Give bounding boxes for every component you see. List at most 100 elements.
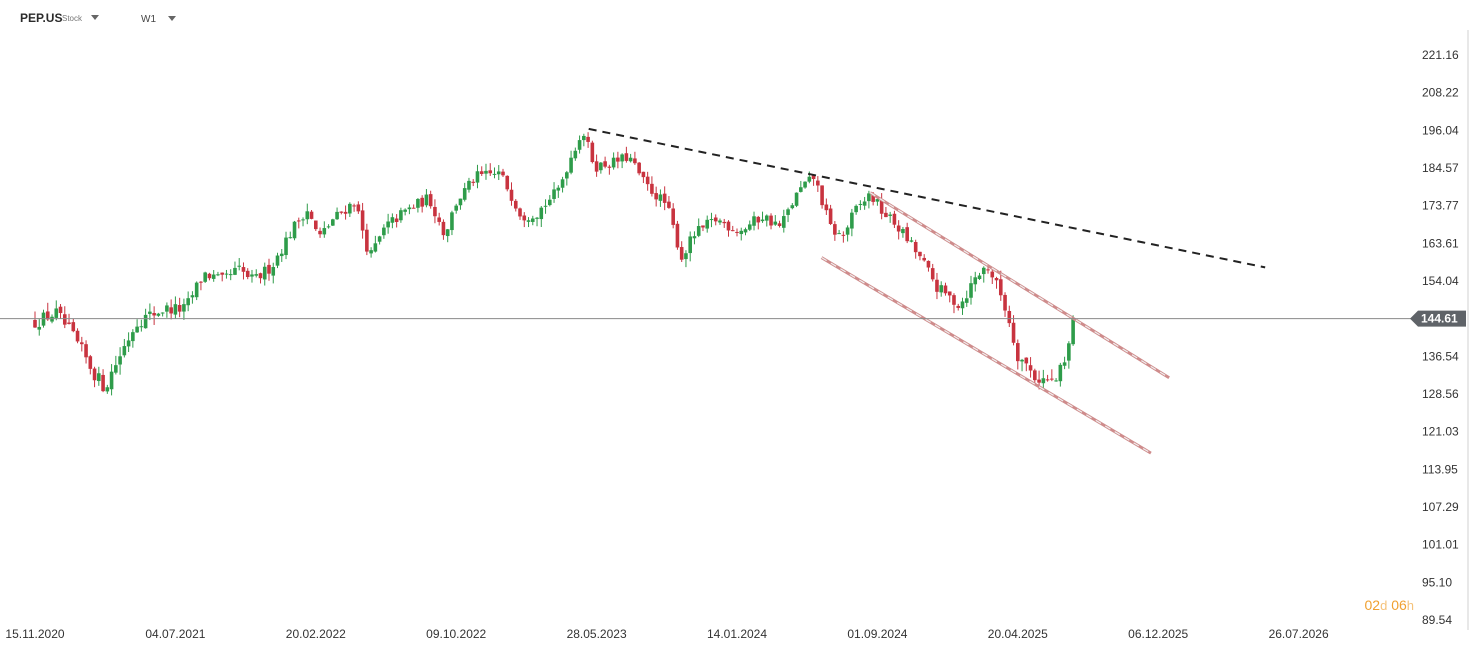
candle-body xyxy=(688,236,692,254)
candle xyxy=(211,269,216,282)
timeframe-dropdown-chevron-down-icon[interactable] xyxy=(168,16,176,21)
candle xyxy=(582,133,586,147)
candle-body xyxy=(526,220,531,222)
candle xyxy=(458,198,463,210)
candle-body xyxy=(314,220,318,230)
candle-body xyxy=(624,153,629,161)
candle xyxy=(556,185,561,198)
candle-body xyxy=(424,194,429,206)
candle-body xyxy=(679,247,684,260)
candle xyxy=(1071,315,1075,346)
candle xyxy=(535,216,539,227)
candle-body xyxy=(233,267,237,275)
candle xyxy=(237,258,242,271)
candle-body xyxy=(267,264,271,274)
candle-body xyxy=(726,221,731,231)
candle-body xyxy=(148,311,152,314)
candle-body xyxy=(675,223,680,248)
candle-body xyxy=(713,217,718,222)
candle xyxy=(199,281,203,291)
candle xyxy=(543,199,548,214)
candle-body xyxy=(271,267,276,276)
candle xyxy=(254,269,259,278)
countdown-hours: 06 xyxy=(1391,597,1407,613)
candle xyxy=(126,332,131,352)
candle xyxy=(484,163,488,180)
candle xyxy=(624,146,629,163)
candle xyxy=(947,291,952,303)
candle-body xyxy=(237,265,242,267)
candle-body xyxy=(275,255,280,266)
candle-body xyxy=(620,154,624,162)
candle xyxy=(599,161,603,174)
candle-body xyxy=(824,204,829,211)
candle xyxy=(348,202,352,217)
candle-body xyxy=(794,192,799,206)
candles-layer xyxy=(33,132,1075,396)
candle-body xyxy=(548,199,552,206)
candle-body xyxy=(288,237,293,239)
x-tick-label: 20.02.2022 xyxy=(286,627,346,641)
candle-body xyxy=(611,157,616,168)
candle-body xyxy=(990,271,995,278)
candle-body xyxy=(199,281,203,283)
candle-body xyxy=(560,179,565,188)
candle xyxy=(820,185,824,209)
candle-body xyxy=(586,136,590,142)
candle xyxy=(998,270,1003,301)
candle xyxy=(284,231,288,260)
candle-body xyxy=(816,180,820,186)
candle-body xyxy=(650,183,654,194)
symbol-label[interactable]: PEP.US xyxy=(20,11,63,25)
candle xyxy=(990,268,995,284)
candle xyxy=(667,196,671,209)
candle xyxy=(552,182,556,203)
candle-body xyxy=(152,313,156,316)
candle-body xyxy=(747,224,752,230)
candle xyxy=(267,258,271,281)
resistance-trendline xyxy=(588,127,1266,269)
x-tick-label: 01.09.2024 xyxy=(847,627,907,641)
candle xyxy=(314,220,318,232)
candle xyxy=(773,215,778,226)
candle-body xyxy=(820,185,824,206)
candle-body xyxy=(97,373,101,382)
candle-body xyxy=(411,207,416,209)
candle xyxy=(730,225,735,232)
candle-body xyxy=(892,213,897,225)
candle-body xyxy=(671,208,675,225)
candle xyxy=(301,217,305,227)
candle-body xyxy=(105,387,110,392)
candle xyxy=(513,199,518,212)
candle xyxy=(369,247,373,258)
candle xyxy=(896,220,901,240)
timeframe-label[interactable]: W1 xyxy=(141,14,156,25)
candle-body xyxy=(552,189,556,199)
candle-body xyxy=(428,194,433,207)
candle-body xyxy=(139,326,144,328)
candle xyxy=(960,297,965,315)
candle xyxy=(75,328,80,344)
candle-body xyxy=(92,368,97,381)
candle xyxy=(803,181,807,189)
candle-body xyxy=(331,219,335,226)
candle xyxy=(1028,357,1033,378)
candle xyxy=(782,209,786,233)
candle-body xyxy=(509,189,514,201)
candle-body xyxy=(67,322,71,324)
candle xyxy=(37,319,42,336)
candle-body xyxy=(458,198,463,206)
candle xyxy=(739,227,744,241)
candle xyxy=(679,241,684,262)
candle xyxy=(1024,357,1029,372)
candle xyxy=(548,195,552,207)
candle xyxy=(671,203,675,229)
candle xyxy=(862,196,867,210)
symbol-dropdown-chevron-down-icon[interactable] xyxy=(91,15,99,20)
candle-body xyxy=(241,267,246,272)
candle xyxy=(488,163,493,176)
candle-body xyxy=(922,257,926,261)
candle xyxy=(160,312,165,317)
candle xyxy=(577,135,582,154)
